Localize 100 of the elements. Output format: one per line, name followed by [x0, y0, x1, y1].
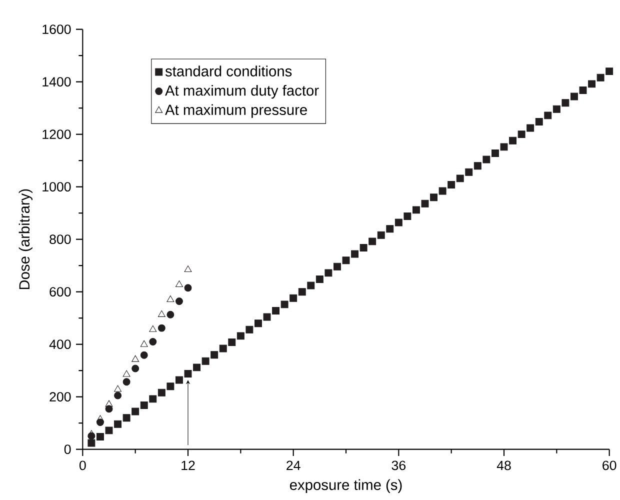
point [184, 266, 192, 272]
y-tick-label: 800 [50, 234, 71, 244]
point [175, 376, 183, 384]
point [430, 194, 438, 202]
point [149, 338, 157, 346]
x-tick-label: 0 [79, 460, 86, 470]
point [246, 326, 254, 334]
x-tick-label: 48 [496, 460, 511, 470]
point [606, 68, 614, 76]
point [166, 295, 174, 302]
point [456, 174, 464, 182]
point [88, 430, 96, 437]
y-tick-label: 1400 [42, 77, 71, 87]
legend-label: At maximum pressure [165, 104, 307, 118]
point [491, 149, 499, 157]
point [526, 124, 534, 132]
point [596, 74, 604, 82]
point [535, 118, 543, 126]
point [412, 206, 420, 214]
point [175, 298, 183, 306]
point [158, 310, 166, 317]
point [114, 392, 122, 400]
point [518, 130, 526, 138]
point [166, 310, 174, 318]
point [114, 385, 122, 392]
point [360, 244, 368, 252]
point [544, 112, 552, 120]
point [96, 433, 104, 440]
point [236, 332, 244, 340]
point [324, 269, 332, 277]
point [290, 294, 298, 302]
point [122, 378, 130, 386]
point [351, 250, 359, 258]
point [562, 99, 570, 107]
point [184, 370, 192, 378]
point [307, 282, 315, 290]
point [166, 382, 174, 390]
point [122, 414, 130, 422]
point [140, 401, 148, 409]
x-tick-label: 12 [182, 460, 195, 470]
point [333, 262, 341, 270]
point [202, 357, 210, 365]
point [570, 92, 578, 100]
point [394, 218, 402, 226]
y-tick-label: 400 [49, 340, 71, 350]
x-tick-label: 24 [286, 460, 300, 470]
point [193, 364, 201, 372]
point [158, 324, 166, 332]
point [421, 200, 429, 208]
point [588, 80, 596, 88]
point [448, 180, 456, 188]
point [132, 408, 140, 416]
x-tick-label: 60 [602, 460, 616, 470]
point [316, 275, 324, 283]
point [105, 400, 113, 407]
legend-label: standard conditions [165, 66, 292, 76]
point [254, 320, 262, 328]
point [149, 325, 157, 332]
point [88, 439, 96, 447]
point [219, 344, 227, 352]
point [263, 313, 271, 321]
y-tick-label: 1000 [42, 182, 71, 192]
point [482, 156, 490, 164]
point [132, 355, 140, 362]
point [509, 136, 517, 144]
y-tick-label: 1200 [42, 130, 71, 140]
point [438, 187, 446, 195]
point [228, 338, 236, 346]
point [465, 168, 473, 176]
point [579, 86, 587, 94]
point [280, 300, 288, 308]
y-tick-label: 600 [50, 287, 71, 297]
x-axis-title: exposure time (s) [290, 479, 402, 493]
point [404, 212, 412, 220]
x-tick-label: 36 [392, 460, 406, 470]
point [175, 280, 183, 288]
point [140, 340, 148, 347]
point [368, 238, 376, 246]
y-axis-title: Dose (arbitrary) [18, 189, 32, 290]
point [377, 231, 385, 239]
point [132, 364, 140, 372]
point [114, 420, 122, 428]
legend-label: At maximum duty factor [165, 84, 319, 99]
y-tick-label: 1600 [42, 24, 71, 34]
point [342, 256, 350, 264]
point [552, 105, 560, 113]
point [96, 415, 104, 422]
point [105, 426, 113, 434]
point [210, 351, 218, 359]
point [500, 143, 508, 151]
y-tick-label: 200 [50, 392, 71, 402]
point [298, 288, 306, 296]
point [184, 284, 192, 292]
point [158, 388, 166, 396]
point [122, 370, 130, 377]
point [140, 351, 148, 359]
point [474, 162, 482, 170]
y-tick-label: 0 [64, 444, 71, 454]
point [149, 395, 157, 403]
point [386, 225, 394, 233]
